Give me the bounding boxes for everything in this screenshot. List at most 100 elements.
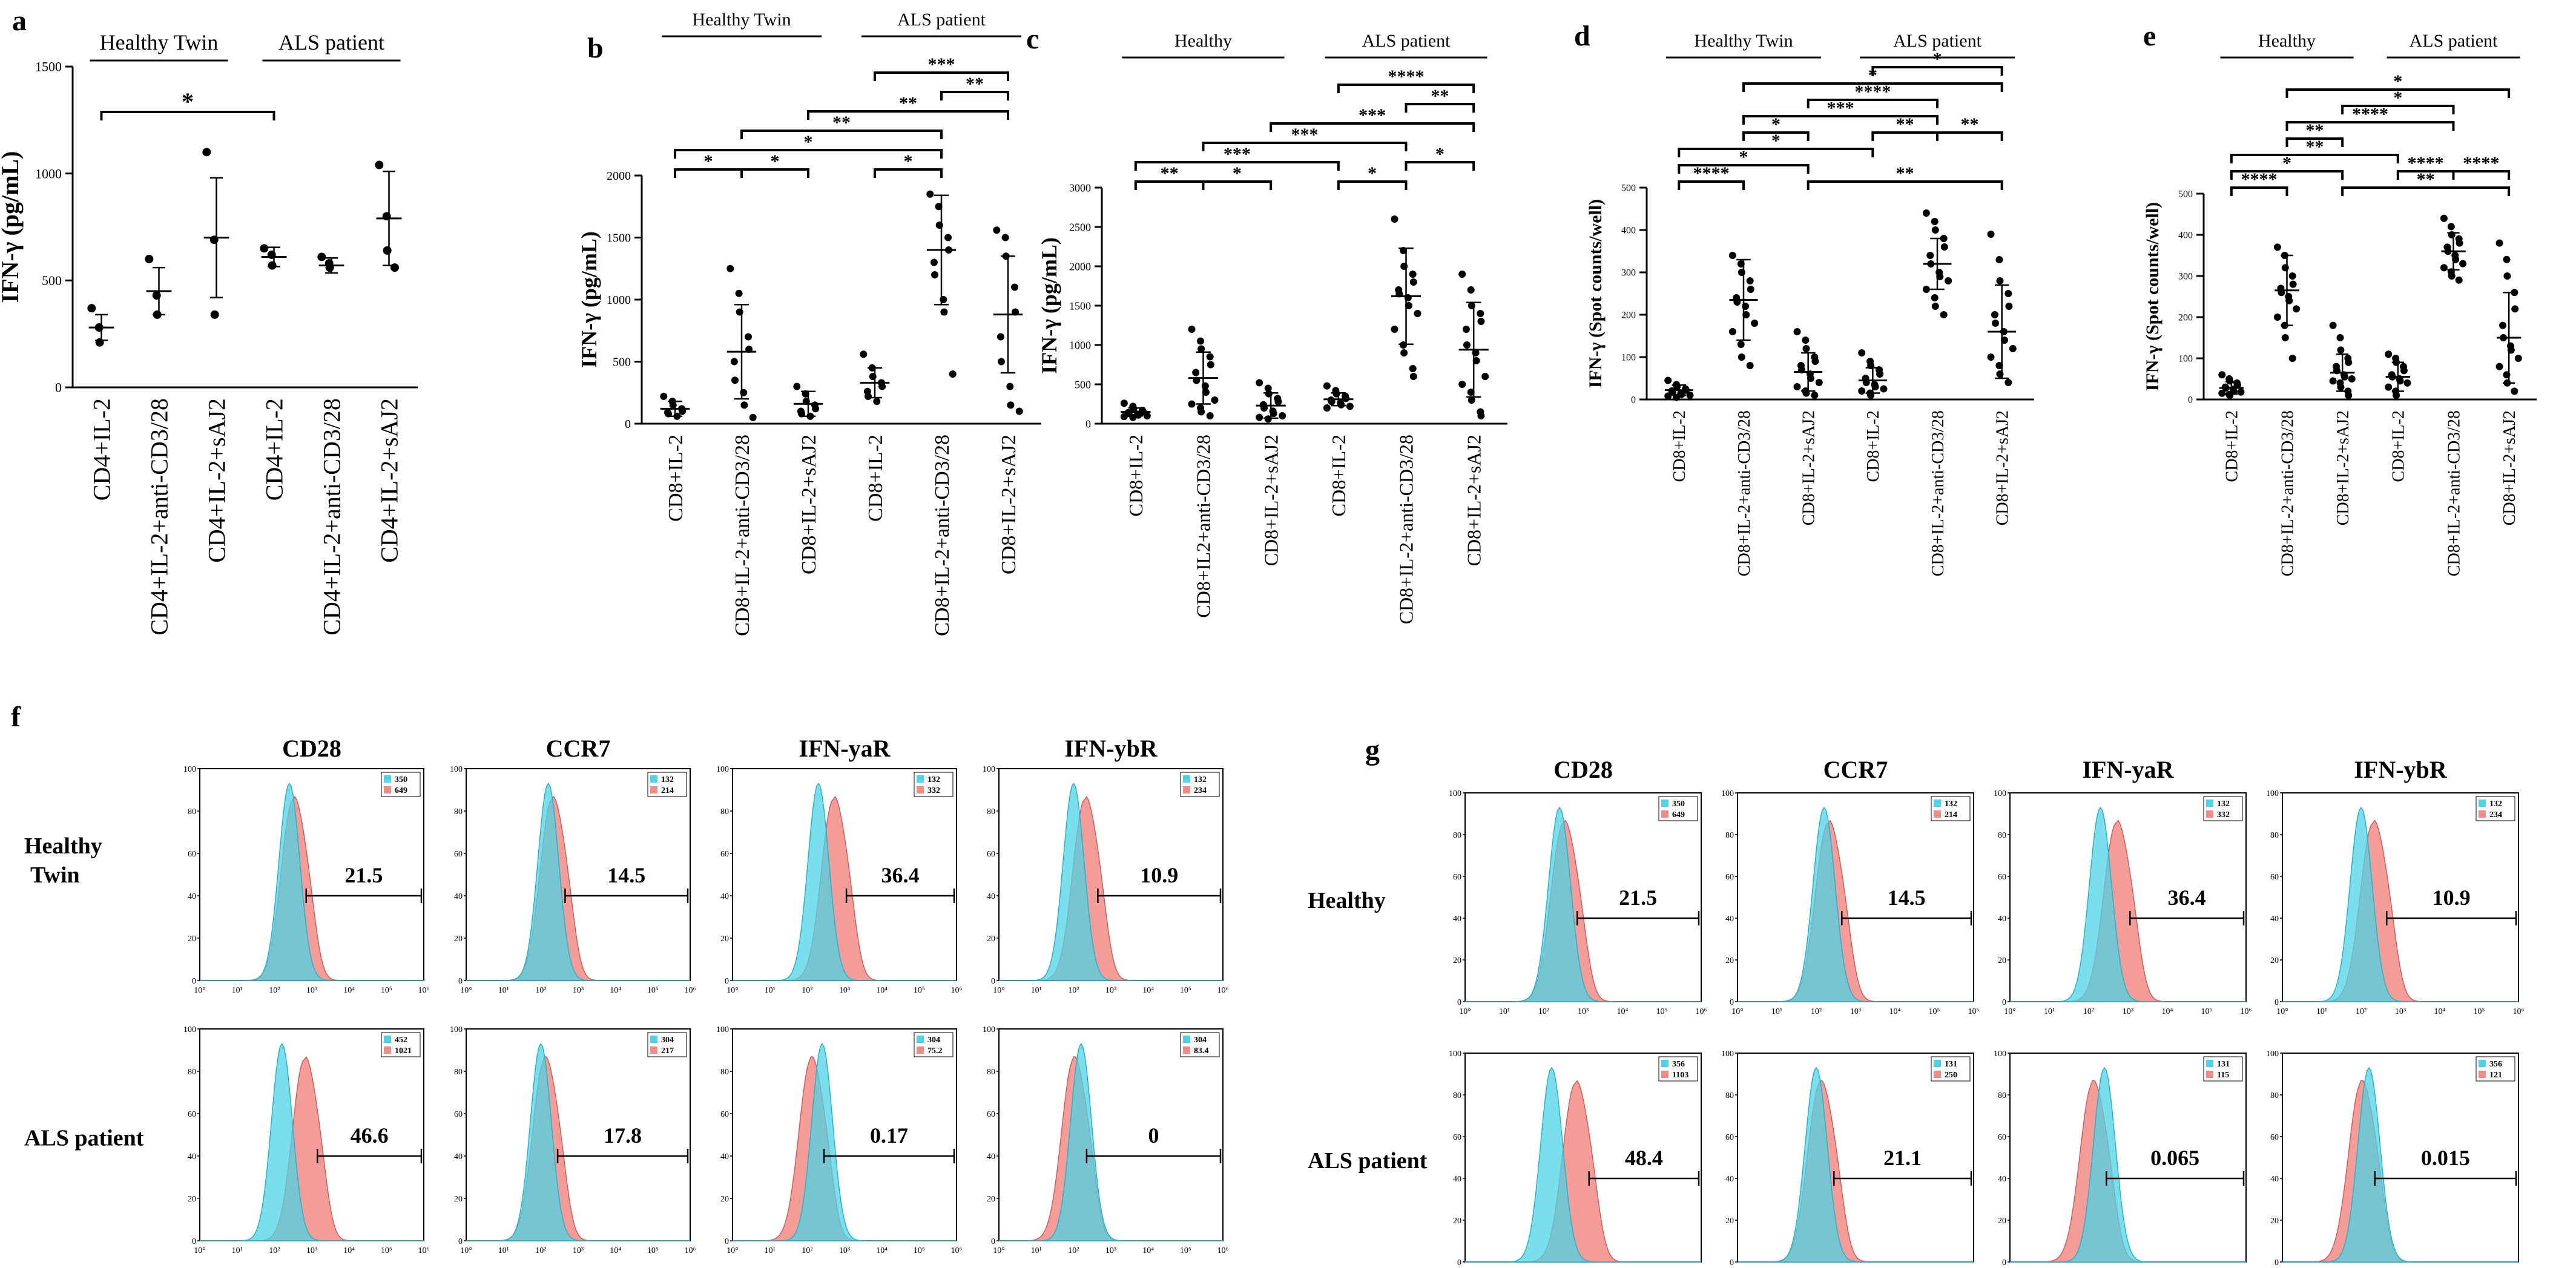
data-point — [2218, 389, 2226, 397]
y-tick-label: 20 — [1725, 1217, 1734, 1226]
data-point — [1337, 401, 1345, 409]
x-tick-label: 10° — [2004, 1007, 2016, 1016]
data-point — [1400, 341, 1408, 349]
gate-percent: 0 — [1148, 1123, 1159, 1148]
data-point — [2337, 383, 2345, 391]
data-point — [1011, 283, 1018, 291]
x-tick-label: 10⁴ — [343, 986, 355, 995]
legend-value: 132 — [927, 775, 940, 784]
data-point — [1391, 326, 1398, 333]
data-point — [2440, 264, 2448, 272]
y-tick-label: 80 — [1453, 1091, 1461, 1100]
y-tick-label: 0 — [1730, 998, 1734, 1007]
significance-label: **** — [1854, 82, 1891, 102]
legend-swatch — [1661, 1071, 1668, 1078]
significance-bracket — [674, 149, 943, 159]
data-point — [2273, 314, 2281, 321]
significance-bracket — [740, 168, 809, 178]
y-tick-label: 60 — [720, 850, 729, 859]
data-point — [1931, 303, 1939, 310]
legend-value: 250 — [1945, 1071, 1957, 1080]
significance-label: ** — [832, 113, 851, 133]
legend-swatch — [650, 1046, 657, 1054]
histogram-plot: 0 20 40 60 80 100 10° 10¹ 10² 10³ 10⁴ 10⁵ 10⁶ 132 234 1… — [983, 765, 1229, 995]
gate-percent: 0.065 — [2150, 1146, 2199, 1170]
legend-swatch — [1183, 786, 1190, 793]
data-point — [2281, 334, 2289, 341]
data-point — [1015, 407, 1023, 415]
data-point — [1664, 376, 1672, 384]
category-label: CD8+IL-2+sAJ2 — [1463, 435, 1484, 566]
category-label: CD8+IL-2 — [865, 435, 887, 522]
x-tick-label: 10⁶ — [685, 986, 696, 995]
data-point — [2218, 371, 2226, 379]
y-tick-label: 20 — [188, 935, 196, 944]
y-tick-label: 100 — [1994, 1050, 2006, 1059]
data-point — [1664, 392, 1672, 400]
gate-percent: 21.5 — [1619, 885, 1657, 910]
histogram-plot: 02040608010010°10¹10²10³10⁴10⁵10⁶3561210… — [2266, 1050, 2525, 1268]
y-tick-label: 40 — [454, 892, 463, 901]
panel-letter: f — [11, 701, 21, 733]
gate-percent: 21.5 — [344, 863, 383, 887]
data-point — [1728, 328, 1736, 335]
gate-percent: 36.4 — [2168, 885, 2206, 910]
y-tick-label: 100 — [183, 765, 196, 774]
y-tick-label: 500 — [1621, 183, 1636, 194]
histogram-healthy-series — [200, 783, 424, 981]
category-label: CD8+IL-2 — [2223, 410, 2242, 482]
y-tick-label: 80 — [454, 1068, 463, 1077]
data-point — [2336, 334, 2344, 341]
y-tick-label: 1000 — [1069, 339, 1091, 351]
y-tick-label: 400 — [1621, 226, 1636, 236]
data-point — [375, 160, 384, 169]
row-label: ALS patient — [24, 1126, 144, 1151]
x-tick-label: 10³ — [839, 1246, 850, 1255]
data-point — [2455, 276, 2463, 284]
data-point — [1940, 243, 1948, 251]
panel-letter: d — [1574, 20, 1590, 52]
y-tick-label: 60 — [987, 850, 995, 859]
y-tick-label: 80 — [2270, 1091, 2279, 1100]
x-tick-label: 10² — [269, 1246, 280, 1255]
significance-label: ** — [1896, 163, 1914, 183]
data-point — [1858, 349, 1866, 356]
legend-value: 649 — [1672, 810, 1685, 820]
data-point — [1477, 412, 1485, 419]
category-label: CD8+IL-2+anti-CD3/28 — [1395, 435, 1417, 624]
x-tick-label: 10⁴ — [343, 1246, 355, 1255]
significance-bracket — [807, 110, 1009, 120]
legend-swatch — [2206, 800, 2213, 807]
y-tick-label: 500 — [1075, 378, 1091, 390]
x-tick-label: 10⁴ — [876, 986, 888, 995]
x-tick-label: 10° — [460, 986, 472, 995]
significance-label: *** — [1224, 144, 1251, 164]
data-point — [210, 310, 219, 319]
x-tick-label: 10° — [726, 1246, 739, 1255]
legend-value: 350 — [395, 775, 407, 784]
group-label: ALS patient — [897, 10, 986, 30]
y-tick-label: 20 — [1453, 956, 1461, 965]
x-tick-label: 10⁶ — [1696, 1007, 1707, 1016]
data-point — [145, 255, 154, 263]
y-tick-label: 60 — [720, 1110, 729, 1119]
y-tick-label: 1000 — [607, 294, 631, 307]
data-point — [993, 226, 1001, 234]
data-point — [1409, 365, 1417, 372]
data-point — [2004, 379, 2012, 386]
y-tick-label: 100 — [716, 765, 729, 774]
significance-label: * — [1771, 131, 1780, 151]
y-tick-label: 40 — [987, 1152, 995, 1161]
data-point — [1931, 226, 1939, 234]
y-tick-label: 20 — [720, 935, 729, 944]
significance-bracket — [1337, 84, 1475, 93]
legend-value: 214 — [661, 786, 674, 795]
legend-value: 132 — [1945, 800, 1957, 809]
data-point — [1188, 326, 1196, 333]
histogram-plot: 0 20 40 60 80 100 10° 10¹ 10² 10³ 10⁴ 10⁵ 10⁶ 132 332 3… — [716, 765, 963, 995]
x-tick-label: 10⁶ — [1217, 1246, 1229, 1255]
y-tick-label: 100 — [1621, 353, 1636, 363]
data-point — [873, 398, 881, 406]
data-point — [726, 264, 734, 272]
x-tick-label: 10² — [1538, 1007, 1549, 1016]
